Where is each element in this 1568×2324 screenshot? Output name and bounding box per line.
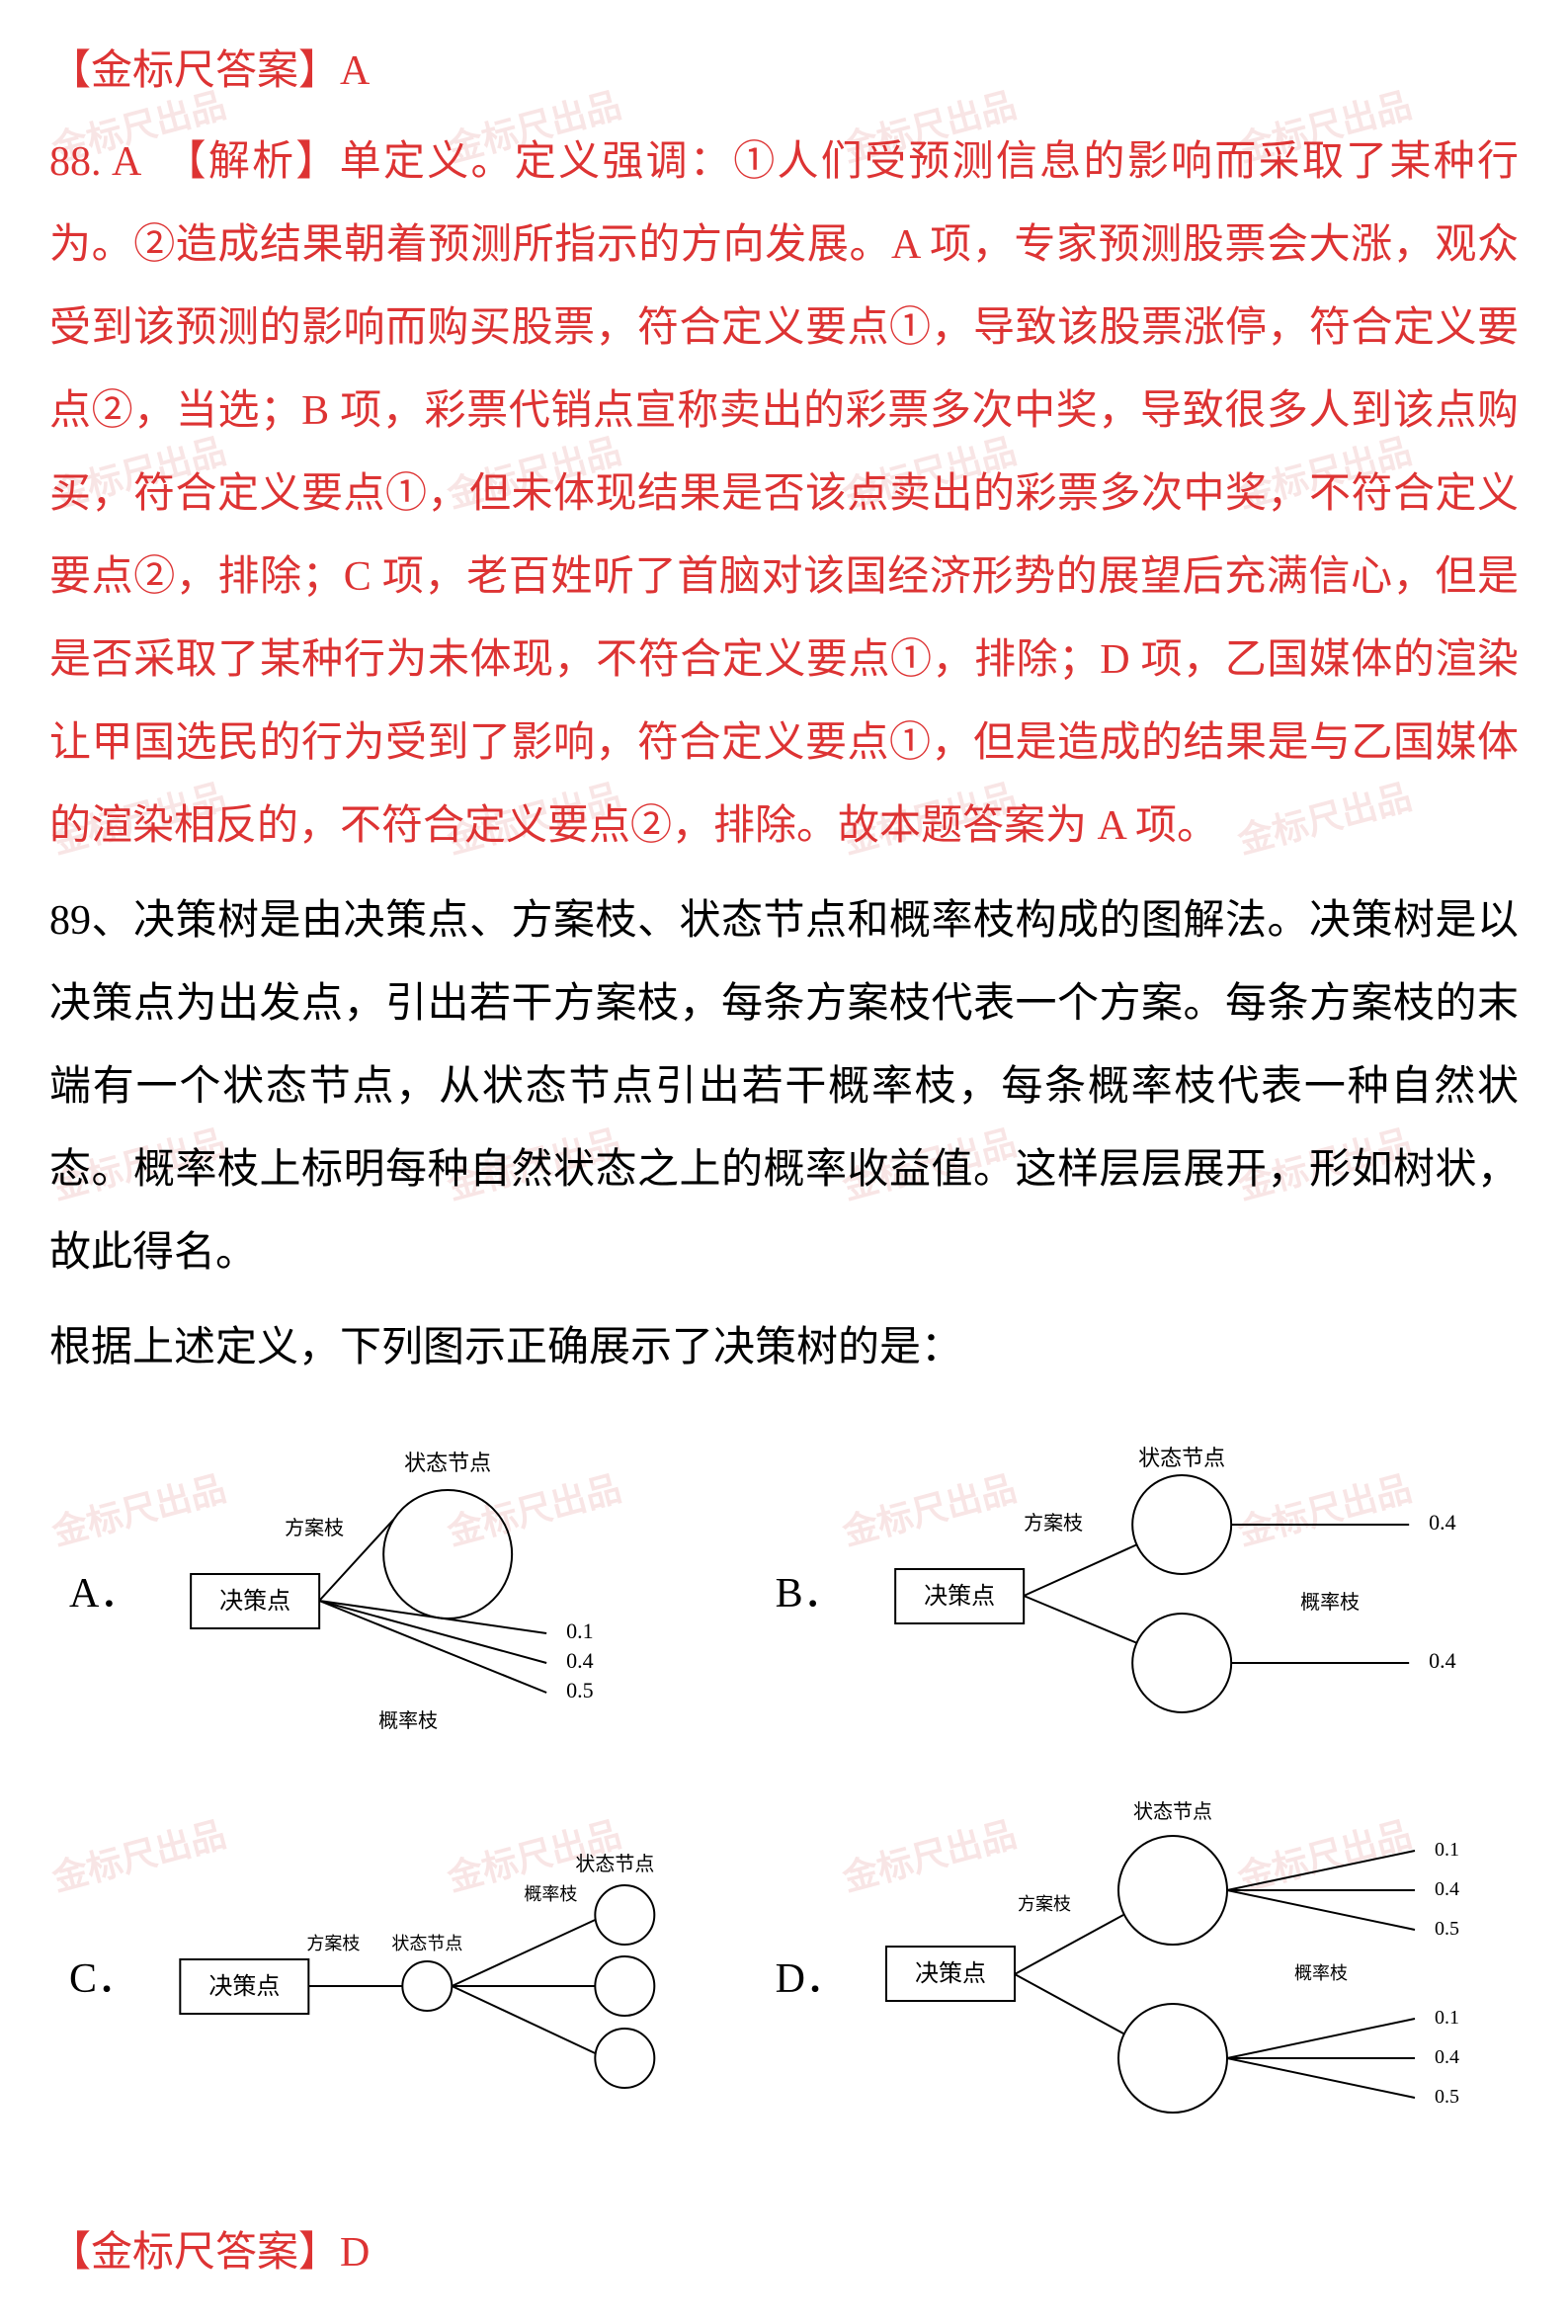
diagram-a-svg: 状态节点 方案枝 决策点 0.1 0.4 0.5 概率枝	[160, 1441, 735, 1737]
diagram-d-svg: 状态节点 方案枝 决策点 0.1 0.4 0.5 0.1 0.4 0.5	[867, 1796, 1499, 2152]
diagram-grid: A． 状态节点 方案枝 决策点 0.1 0.4 0.5 概率枝 B． 状态节点	[49, 1401, 1519, 2192]
svg-text:决策点: 决策点	[924, 1583, 995, 1610]
option-a-label: A．	[69, 1559, 140, 1619]
diagram-c: C． 状态节点 概率枝 方案枝 状态节点 决策点	[69, 1796, 736, 2152]
svg-text:概率枝: 概率枝	[1294, 1963, 1348, 1983]
svg-text:方案枝: 方案枝	[1024, 1512, 1083, 1535]
svg-text:0.4: 0.4	[1435, 2046, 1459, 2068]
svg-text:0.4: 0.4	[567, 1648, 595, 1673]
svg-text:概率枝: 概率枝	[524, 1884, 577, 1904]
svg-text:状态节点: 状态节点	[391, 1934, 462, 1953]
diagram-b-svg: 状态节点 方案枝 决策点 0.4 0.4 概率枝	[865, 1441, 1499, 1737]
svg-text:状态节点: 状态节点	[1138, 1446, 1225, 1470]
question-89-stem: 89、决策树是由决策点、方案枝、状态节点和概率枝构成的图解法。决策树是以决策点为…	[49, 879, 1519, 1294]
svg-text:方案枝: 方案枝	[1018, 1894, 1071, 1914]
option-d-label: D．	[776, 1945, 847, 2005]
diagram-d: D． 状态节点 方案枝 决策点 0.1 0.4 0.5 0.1	[776, 1796, 1499, 2152]
svg-text:方案枝: 方案枝	[286, 1517, 345, 1539]
svg-text:0.5: 0.5	[1435, 2086, 1459, 2108]
svg-text:状态节点: 状态节点	[1133, 1800, 1212, 1823]
explanation-88: 88. A 【解析】单定义。定义强调：①人们受预测信息的影响而采取了某种行为。②…	[49, 121, 1519, 868]
answer-87: 【金标尺答案】A	[49, 30, 1519, 113]
option-b-label: B．	[776, 1559, 845, 1619]
svg-text:方案枝: 方案枝	[306, 1934, 360, 1953]
diagram-c-svg: 状态节点 概率枝 方案枝 状态节点 决策点	[158, 1846, 736, 2103]
svg-text:概率枝: 概率枝	[379, 1709, 439, 1732]
svg-text:状态节点: 状态节点	[404, 1451, 491, 1475]
svg-text:0.1: 0.1	[567, 1618, 595, 1643]
svg-text:0.5: 0.5	[1435, 1918, 1459, 1940]
option-c-label: C．	[69, 1945, 138, 2005]
svg-text:决策点: 决策点	[220, 1588, 291, 1615]
diagram-a: A． 状态节点 方案枝 决策点 0.1 0.4 0.5 概率枝	[69, 1441, 736, 1737]
svg-text:决策点: 决策点	[915, 1960, 986, 1987]
svg-text:概率枝: 概率枝	[1300, 1591, 1360, 1614]
svg-text:0.4: 0.4	[1429, 1648, 1456, 1673]
question-89-prompt: 根据上述定义，下列图示正确展示了决策树的是：	[49, 1306, 1519, 1389]
svg-text:0.1: 0.1	[1435, 2007, 1459, 2029]
answer-89: 【金标尺答案】D	[49, 2211, 1519, 2294]
diagram-b: B． 状态节点 方案枝 决策点 0.4 0.4 概率枝	[776, 1441, 1499, 1737]
svg-text:0.4: 0.4	[1429, 1510, 1456, 1535]
svg-text:状态节点: 状态节点	[575, 1853, 654, 1875]
svg-text:0.1: 0.1	[1435, 1839, 1459, 1861]
svg-text:0.4: 0.4	[1435, 1878, 1459, 1900]
svg-text:0.5: 0.5	[567, 1678, 595, 1702]
svg-text:决策点: 决策点	[208, 1973, 280, 2000]
